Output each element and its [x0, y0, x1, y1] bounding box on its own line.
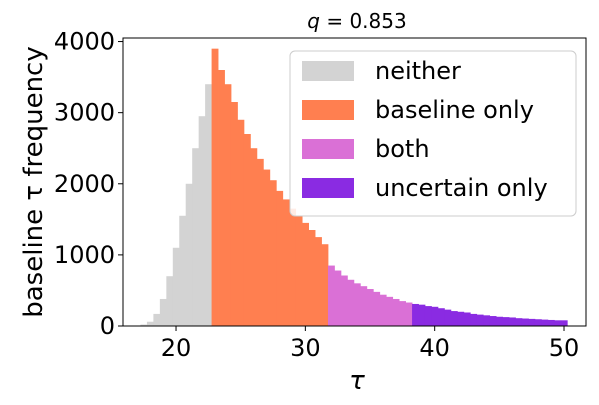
bar-uncertain-only-3 [431, 306, 439, 326]
bar-both-0 [327, 265, 335, 326]
bar-neither-0 [140, 324, 148, 326]
bar-uncertain-only-17 [521, 318, 529, 326]
bar-uncertain-only-12 [489, 316, 497, 326]
bar-baseline-only-0 [211, 48, 219, 327]
legend-swatch-neither [302, 61, 354, 81]
bar-uncertain-only-8 [463, 312, 471, 326]
bar-uncertain-only-23 [560, 320, 568, 326]
legend-label-baseline-only: baseline only [375, 96, 534, 124]
bar-uncertain-only-14 [502, 317, 510, 326]
bar-neither-9 [198, 116, 206, 326]
bar-uncertain-only-16 [515, 318, 523, 326]
bar-uncertain-only-15 [509, 317, 516, 326]
bar-both-11 [399, 301, 406, 326]
bar-uncertain-only-11 [483, 315, 491, 326]
x-axis-label: τ [349, 366, 365, 396]
bar-baseline-only-4 [237, 119, 245, 326]
x-tick-label-20: 20 [161, 334, 192, 362]
bar-uncertain-only-5 [444, 309, 452, 326]
bar-neither-5 [172, 247, 180, 326]
legend-swatch-uncertain-only [302, 178, 354, 198]
legend-swatch-baseline-only [302, 100, 354, 120]
bar-uncertain-only-21 [547, 319, 555, 326]
bar-baseline-only-8 [263, 169, 271, 326]
bar-uncertain-only-1 [418, 304, 426, 326]
bar-neither-1 [146, 321, 154, 326]
bar-uncertain-only-7 [457, 311, 465, 326]
bar-neither-4 [166, 276, 174, 326]
bar-baseline-only-12 [289, 208, 297, 326]
bar-baseline-only-11 [282, 199, 290, 326]
bar-baseline-only-13 [295, 215, 303, 326]
bar-uncertain-only-22 [554, 320, 562, 326]
legend: neither baseline only both uncertain only [289, 50, 577, 217]
bar-baseline-only-6 [250, 148, 258, 326]
legend-label-uncertain-only: uncertain only [375, 174, 548, 202]
bar-baseline-only-14 [302, 222, 309, 326]
bar-uncertain-only-0 [412, 303, 419, 326]
bar-baseline-only-7 [256, 158, 264, 326]
y-tick-label-2000: 2000 [54, 170, 115, 198]
legend-swatch-both [302, 139, 354, 159]
y-tick-label-4000: 4000 [54, 28, 115, 56]
bar-baseline-only-2 [224, 84, 232, 326]
bar-both-7 [373, 291, 381, 326]
x-tick-label-40: 40 [419, 334, 450, 362]
bar-baseline-only-1 [218, 70, 225, 326]
bar-uncertain-only-6 [450, 311, 458, 326]
legend-box [289, 50, 577, 217]
bar-both-8 [379, 294, 387, 326]
bar-both-3 [347, 279, 355, 326]
bar-both-1 [334, 270, 342, 326]
legend-label-neither: neither [375, 57, 461, 85]
bar-uncertain-only-10 [476, 314, 484, 326]
chart-title: q = 0.853 [307, 9, 406, 33]
y-axis-label: baseline τ frequency [19, 46, 49, 318]
bar-neither-6 [179, 215, 187, 326]
x-tick-label-30: 30 [290, 334, 321, 362]
chart-title-symbol: q [307, 9, 320, 33]
bar-both-5 [360, 286, 368, 326]
legend-label-both: both [375, 135, 430, 163]
x-tick-label-50: 50 [549, 334, 580, 362]
y-tick-label-1000: 1000 [54, 241, 115, 269]
y-tick-label-3000: 3000 [54, 99, 115, 127]
bar-neither-7 [185, 183, 193, 326]
bars-layer [140, 48, 568, 327]
bar-neither-3 [159, 298, 167, 326]
bar-baseline-only-3 [230, 102, 238, 326]
bar-uncertain-only-13 [496, 316, 503, 326]
bar-baseline-only-10 [276, 190, 284, 326]
bar-both-9 [386, 296, 394, 326]
chart-title-value: 0.853 [349, 9, 406, 33]
bar-uncertain-only-2 [424, 306, 432, 326]
bar-uncertain-only-4 [437, 308, 445, 326]
bar-baseline-only-15 [308, 230, 316, 326]
bar-uncertain-only-19 [534, 319, 542, 326]
bar-baseline-only-16 [315, 237, 322, 326]
axes-frame [122, 37, 587, 327]
bar-neither-10 [205, 84, 212, 326]
bar-uncertain-only-20 [541, 319, 549, 326]
bar-both-2 [340, 275, 348, 326]
y-tick-label-0: 0 [100, 312, 115, 340]
bar-neither-8 [192, 148, 200, 326]
bar-baseline-only-9 [269, 180, 277, 326]
bar-both-6 [366, 289, 374, 326]
bar-baseline-only-17 [321, 244, 329, 326]
bar-baseline-only-5 [243, 134, 251, 326]
bar-both-10 [392, 298, 400, 326]
bar-uncertain-only-18 [528, 318, 536, 326]
bar-uncertain-only-9 [470, 313, 478, 326]
bar-neither-2 [153, 313, 161, 326]
bar-both-12 [405, 302, 413, 326]
ticks-layer: 20 30 40 50 0 1000 2000 3000 4000 [54, 28, 579, 362]
bar-both-4 [353, 283, 361, 326]
chart-title-equals: = [320, 9, 349, 33]
